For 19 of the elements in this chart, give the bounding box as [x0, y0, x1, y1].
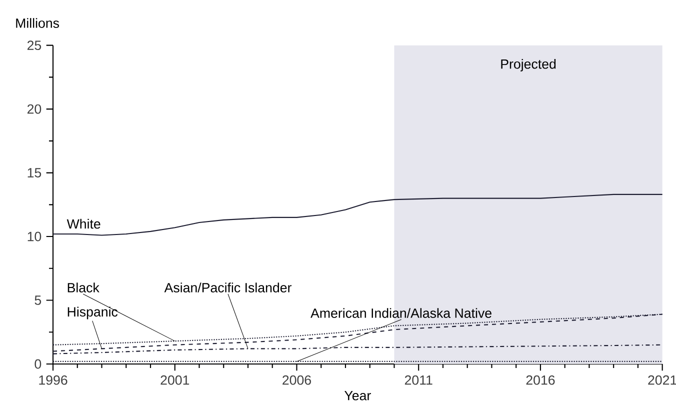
y-tick-label: 25 [27, 40, 42, 50]
y-tick-label: 20 [27, 104, 42, 114]
x-tick-label: 2016 [526, 376, 555, 385]
x-tick-label: 2001 [160, 376, 190, 385]
series-label: White [66, 219, 100, 229]
band-label: Projected [501, 59, 556, 72]
text: Asian/Pacific Islander [164, 282, 292, 293]
text: Hispanic [68, 306, 118, 320]
y-tick-label: 0 [34, 359, 42, 369]
y-axis-title: Millions [16, 18, 60, 28]
x-tick-label: 2011 [404, 376, 432, 385]
y-tick-label: 5 [34, 296, 42, 306]
x-tick-label: 2006 [282, 376, 311, 385]
x-tick-label: 1996 [39, 376, 68, 385]
x-axis-title: Year [344, 391, 371, 400]
text: American Indian/Alaska Native [310, 308, 492, 318]
text: Black [68, 282, 100, 293]
y-tick-label: 10 [28, 232, 42, 242]
y-tick-label: 15 [28, 168, 42, 178]
